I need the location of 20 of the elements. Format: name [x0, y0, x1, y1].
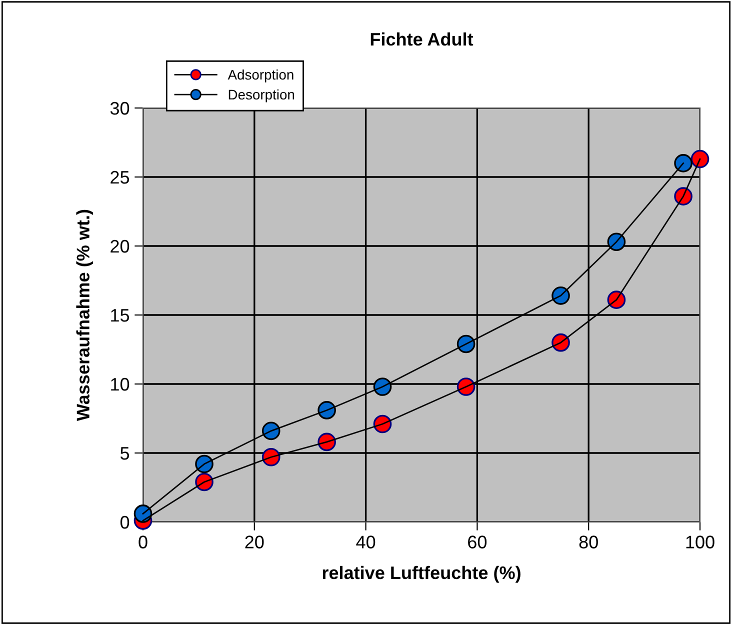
- y-tick-label: 10: [111, 378, 130, 391]
- x-tick-label: 0: [138, 536, 148, 548]
- y-axis-title: Wasseraufnahme (% wt.): [76, 210, 94, 421]
- x-tick-label: 100: [686, 536, 714, 548]
- x-tick-label: 80: [579, 536, 598, 548]
- x-tick-label: 60: [468, 536, 487, 548]
- y-tick-label: 5: [120, 447, 130, 460]
- x-tick-label: 20: [245, 536, 264, 548]
- point: [690, 150, 710, 168]
- x-tick-label: 40: [356, 536, 376, 548]
- y-tick-label: 0: [120, 516, 130, 529]
- legend-label: Adsorption: [228, 69, 294, 82]
- legend-label: Desorption: [228, 89, 294, 102]
- y-tick-label: 15: [111, 309, 130, 322]
- chart-title: Fichte Adult: [370, 32, 474, 46]
- y-tick-label: 20: [110, 240, 130, 253]
- point: [674, 154, 692, 172]
- y-tick-label: 25: [110, 170, 130, 184]
- y-tick-label: 30: [110, 102, 130, 115]
- x-axis-title: relative Luftfeuchte (%): [322, 566, 520, 583]
